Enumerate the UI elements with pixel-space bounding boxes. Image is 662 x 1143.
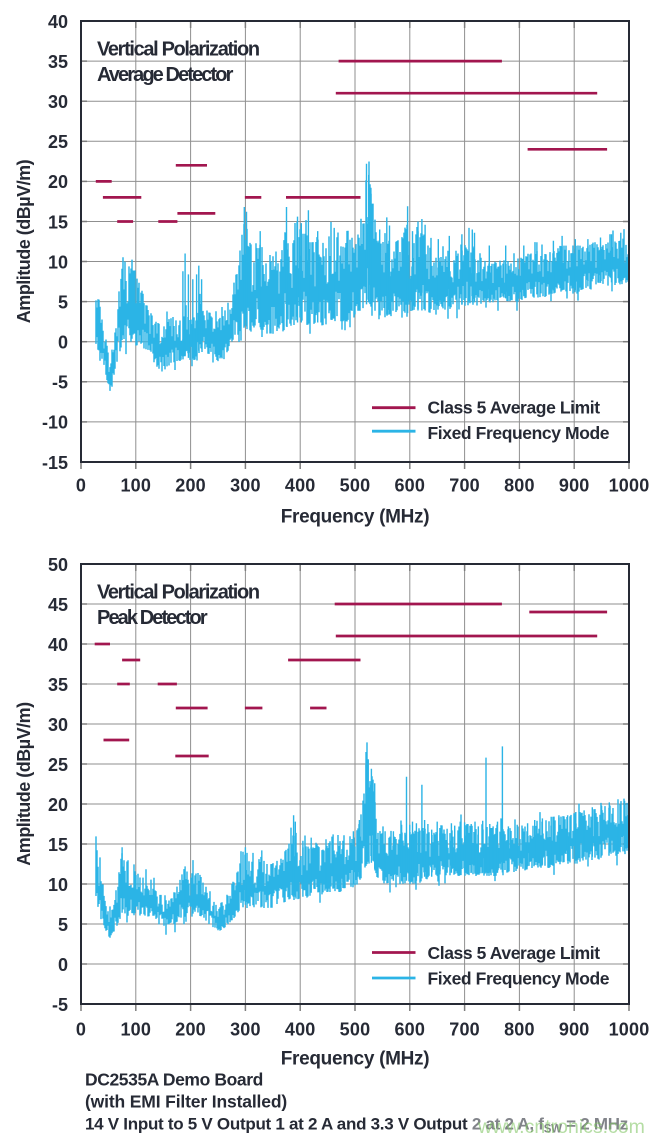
svg-text:300: 300 [230,1020,261,1040]
svg-text:400: 400 [285,476,316,496]
svg-text:25: 25 [48,755,68,775]
svg-text:100: 100 [120,476,151,496]
svg-text:-15: -15 [42,453,68,473]
svg-text:1000: 1000 [609,1020,650,1040]
svg-text:30: 30 [48,715,68,735]
svg-text:-5: -5 [52,373,68,393]
svg-text:30: 30 [48,92,68,112]
svg-text:45: 45 [48,595,68,615]
svg-text:5: 5 [58,292,68,312]
svg-text:600: 600 [394,476,425,496]
svg-text:200: 200 [175,1020,206,1040]
svg-text:0: 0 [76,1020,86,1040]
svg-text:10: 10 [48,875,68,895]
svg-text:40: 40 [48,635,68,655]
svg-text:50: 50 [48,555,68,575]
svg-text:Class 5 Average Limit: Class 5 Average Limit [428,398,601,418]
svg-text:-10: -10 [42,413,68,433]
svg-text:0: 0 [58,333,68,353]
svg-text:Average Detector: Average Detector [97,64,234,86]
svg-text:40: 40 [48,12,68,32]
svg-text:1000: 1000 [609,476,650,496]
svg-text:Fixed Frequency Mode: Fixed Frequency Mode [428,423,610,443]
svg-text:5: 5 [58,915,68,935]
svg-text:14 V Input to 5 V Output 1 at: 14 V Input to 5 V Output 1 at 2 A and 3.… [85,1115,628,1136]
svg-text:Amplitude (dBµV/m): Amplitude (dBµV/m) [14,159,34,323]
svg-text:20: 20 [48,795,68,815]
svg-text:(with EMI Filter Installed): (with EMI Filter Installed) [85,1092,287,1112]
svg-text:700: 700 [449,476,480,496]
svg-text:15: 15 [48,835,68,855]
svg-text:0: 0 [76,476,86,496]
svg-text:0: 0 [58,955,68,975]
svg-text:www.cntronics.com: www.cntronics.com [477,1116,645,1138]
svg-text:700: 700 [449,1020,480,1040]
svg-text:400: 400 [285,1020,316,1040]
svg-text:-5: -5 [52,995,68,1015]
svg-text:25: 25 [48,132,68,152]
svg-text:500: 500 [340,1020,371,1040]
svg-text:Vertical Polarization: Vertical Polarization [97,582,259,604]
svg-text:15: 15 [48,212,68,232]
svg-text:35: 35 [48,675,68,695]
svg-text:900: 900 [559,1020,590,1040]
svg-text:10: 10 [48,252,68,272]
svg-text:DC2535A Demo Board: DC2535A Demo Board [85,1070,263,1090]
svg-text:Frequency (MHz): Frequency (MHz) [281,1049,430,1070]
svg-text:800: 800 [504,1020,535,1040]
svg-text:20: 20 [48,172,68,192]
svg-text:900: 900 [559,476,590,496]
svg-text:Vertical Polarization: Vertical Polarization [97,39,259,61]
svg-text:35: 35 [48,52,68,72]
svg-text:Amplitude (dBµV/m): Amplitude (dBµV/m) [14,702,34,866]
svg-text:Class 5 Average Limit: Class 5 Average Limit [428,943,601,963]
svg-text:800: 800 [504,476,535,496]
svg-text:300: 300 [230,476,261,496]
svg-text:Peak Detector: Peak Detector [97,607,208,629]
svg-text:200: 200 [175,476,206,496]
svg-text:Frequency (MHz): Frequency (MHz) [281,507,430,528]
svg-text:Fixed Frequency Mode: Fixed Frequency Mode [428,968,610,988]
svg-text:100: 100 [120,1020,151,1040]
svg-text:600: 600 [394,1020,425,1040]
svg-text:500: 500 [340,476,371,496]
